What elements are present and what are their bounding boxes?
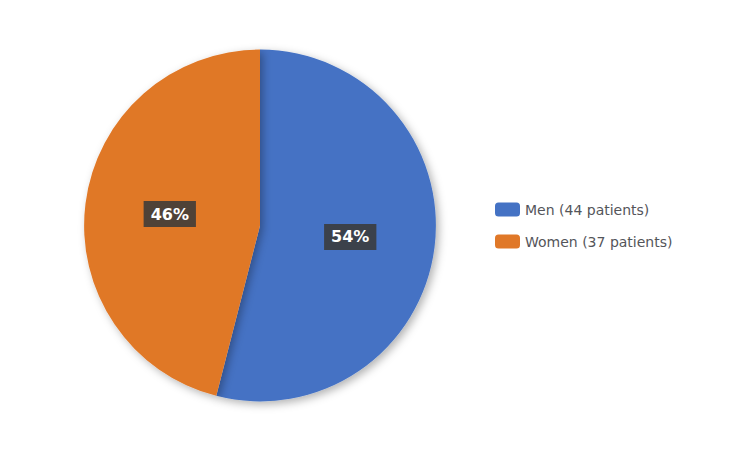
svg-text:54%: 54% bbox=[331, 227, 369, 246]
svg-text:46%: 46% bbox=[151, 205, 189, 224]
svg-text:Men (44 patients): Men (44 patients) bbox=[525, 202, 649, 218]
svg-text:Women (37 patients): Women (37 patients) bbox=[525, 234, 672, 250]
